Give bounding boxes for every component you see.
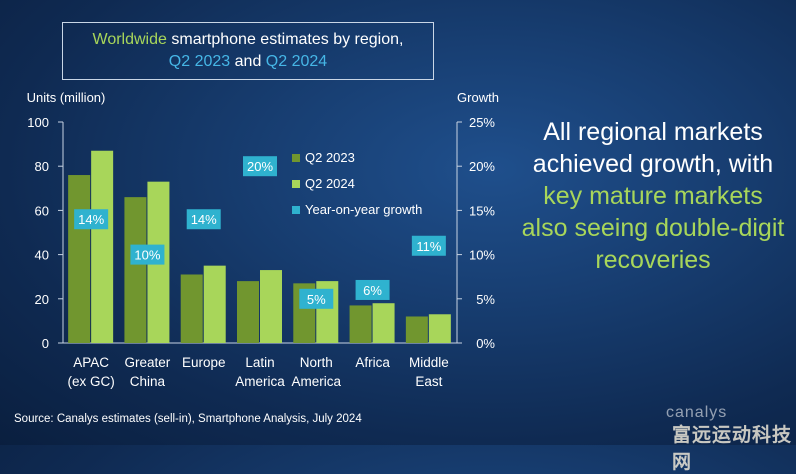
y2-axis-title: Growth [457, 90, 499, 105]
growth-badge [411, 235, 446, 256]
x-category-label: Greater [125, 355, 171, 370]
legend-label: Year-on-year growth [305, 202, 422, 217]
growth-badge [186, 209, 221, 230]
x-category-label: Latin [245, 355, 274, 370]
y2-tick-label: 5% [476, 292, 495, 307]
legend-label: Q2 2023 [305, 150, 355, 165]
headline-line-2: achieved growth, with [532, 150, 774, 178]
x-category-label: APAC [73, 355, 109, 370]
legend-swatch [292, 180, 300, 188]
headline-line-1: All regional markets [543, 118, 763, 146]
bar-q2-2023 [180, 274, 203, 343]
growth-badge [74, 209, 109, 230]
source-note: Source: Canalys estimates (sell-in), Sma… [14, 413, 362, 425]
y2-tick-label: 20% [469, 159, 495, 174]
bar-q2-2024 [91, 150, 114, 343]
site-watermark: 富远运动科技网 [672, 425, 793, 473]
x-category-label: China [130, 374, 166, 389]
y2-tick-label: 10% [469, 248, 495, 263]
title-part-and: and [234, 53, 262, 70]
bar-q2-2023 [349, 305, 372, 343]
bar-q2-2023 [405, 316, 428, 343]
title-part-q2-2023: Q2 2023 [168, 53, 231, 70]
bar-q2-2024 [260, 270, 282, 343]
growth-badge [299, 288, 334, 309]
y2-tick-label: 25% [469, 115, 495, 130]
bar-q2-2023 [68, 175, 91, 343]
title-part-worldwide: Worldwide [92, 31, 167, 48]
bar-q2-2024 [203, 265, 226, 343]
growth-label: 6% [363, 283, 382, 298]
legend-label: Q2 2024 [305, 176, 355, 191]
x-category-label: Europe [182, 355, 226, 370]
x-category-label: America [235, 374, 285, 389]
growth-label: 11% [416, 239, 441, 254]
x-category-label: America [292, 374, 342, 389]
legend-swatch [292, 154, 300, 162]
growth-badge [130, 244, 165, 265]
y-tick-label: 100 [27, 115, 49, 130]
x-category-label: East [415, 374, 442, 389]
growth-label: 20% [247, 159, 273, 174]
x-category-label: Middle [409, 355, 449, 370]
growth-badge [243, 156, 277, 177]
y2-tick-label: 0% [476, 336, 495, 351]
bar-chart: 0 20 40 60 80 100 0% 5% 10% 15% 20% 25% Units (milli… [27, 90, 499, 389]
x-category-label: (ex GC) [68, 374, 115, 389]
y-tick-label: 20 [35, 292, 49, 307]
y-tick-label: 60 [35, 203, 49, 218]
headline-line-5: recoveries [595, 246, 711, 274]
headline-line-4: also seeing double-digit [521, 214, 785, 242]
canalys-logo: canalys [666, 404, 728, 421]
growth-label: 14% [191, 212, 217, 227]
y-axis-title: Units (million) [27, 90, 106, 105]
bar-q2-2023 [237, 281, 259, 343]
headline-line-3: key mature markets [543, 182, 763, 210]
growth-label: 5% [307, 292, 326, 307]
growth-label: 14% [78, 212, 104, 227]
y-tick-label: 40 [35, 248, 49, 263]
x-category-label: North [300, 355, 333, 370]
title-part-main: smartphone estimates by region, [171, 31, 404, 48]
x-category-label: Africa [355, 355, 390, 370]
headline: All regional markets achieved growth, wi… [508, 116, 796, 276]
bar-q2-2023 [124, 197, 147, 343]
title-part-q2-2024: Q2 2024 [265, 53, 328, 70]
chart-title: Worldwide smartphone estimates by region… [62, 22, 434, 80]
growth-badge [355, 279, 390, 300]
legend-swatch [292, 206, 300, 214]
y2-tick-label: 15% [469, 203, 495, 218]
y-tick-label: 0 [42, 336, 49, 351]
growth-label: 10% [134, 248, 160, 263]
bar-q2-2024 [372, 303, 395, 343]
bar-q2-2024 [428, 314, 451, 343]
y-tick-label: 80 [35, 159, 49, 174]
